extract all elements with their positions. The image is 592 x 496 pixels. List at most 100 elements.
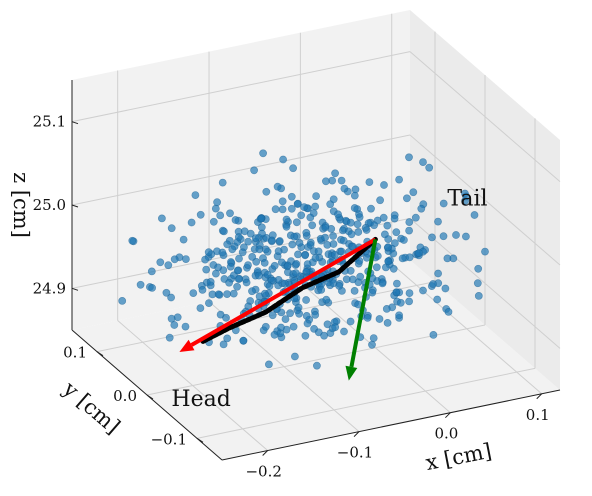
scatter-point: [383, 318, 392, 327]
scatter-point: [219, 227, 228, 236]
scatter-point: [280, 279, 289, 288]
scatter-point: [390, 214, 399, 223]
scatter-point: [321, 223, 330, 232]
scatter-point: [162, 288, 171, 297]
scatter-point: [301, 331, 310, 340]
y-axis-label: y [cm]: [58, 376, 125, 438]
scatter-point: [238, 248, 247, 257]
scatter-point: [278, 205, 287, 214]
scatter-point: [179, 235, 188, 244]
scatter-point: [329, 195, 338, 204]
scatter-point: [302, 311, 311, 320]
x-tick-label: 0.1: [526, 406, 550, 424]
scatter-point: [231, 216, 240, 224]
scatter-point: [273, 182, 282, 191]
scatter-point: [303, 319, 312, 328]
scatter-point: [282, 215, 291, 224]
scatter-point: [384, 243, 392, 252]
scatter-point: [312, 361, 321, 370]
x-axis-label: x [cm]: [424, 439, 494, 475]
scatter-point: [226, 209, 234, 218]
scatter-point: [399, 236, 408, 244]
scatter-point: [229, 289, 238, 298]
scatter-point: [282, 222, 291, 231]
scatter-point: [402, 194, 411, 203]
scatter-point: [213, 198, 221, 207]
scatter-point: [181, 322, 190, 331]
scatter-point: [317, 285, 326, 294]
scatter-point: [398, 254, 407, 263]
scatter-point: [369, 334, 378, 342]
scatter-point: [288, 240, 297, 249]
scatter-point: [167, 224, 176, 233]
scatter-point: [250, 166, 258, 175]
arrow-head: [345, 365, 358, 381]
scatter-point: [331, 169, 339, 178]
arrow-head: [179, 339, 195, 352]
tick-mark: [96, 351, 104, 357]
scatter-point: [270, 261, 279, 270]
scatter-point: [380, 181, 388, 189]
scatter-point: [355, 256, 364, 265]
scatter-point: [443, 254, 452, 263]
scatter-point: [382, 304, 391, 313]
scatter-point: [342, 275, 351, 284]
scatter-point: [196, 304, 205, 312]
scatter-point: [303, 260, 312, 268]
tick-mark: [146, 394, 154, 400]
scatter-point: [354, 228, 363, 236]
scatter-point: [346, 218, 355, 227]
scatter-point: [392, 279, 401, 288]
scatter-point: [350, 286, 359, 295]
scatter-point: [434, 269, 442, 278]
scatter-point: [189, 289, 198, 297]
scatter-point: [244, 237, 253, 246]
scatter-point: [405, 297, 413, 306]
x-tick-label: −0.2: [245, 463, 281, 481]
scatter-point: [262, 187, 271, 196]
scatter-point: [314, 247, 323, 256]
arrow-shaft: [349, 238, 378, 368]
scatter-point: [302, 296, 310, 304]
arrows: [179, 237, 378, 381]
scatter-point: [294, 250, 302, 259]
scatter-point: [411, 213, 420, 222]
axis-panes: [72, 10, 560, 460]
scatter-point: [264, 360, 273, 369]
scatter-point: [375, 315, 384, 323]
scatter-point: [206, 277, 215, 286]
trajectory-line: [199, 236, 378, 345]
scatter-point: [259, 149, 267, 158]
scatter-point: [396, 298, 405, 307]
scatter-point: [356, 272, 365, 281]
tick-mark: [445, 412, 451, 419]
y-tick-label: 0.0: [113, 387, 137, 405]
scatter-point: [219, 340, 228, 349]
scatter-point: [261, 245, 270, 254]
z-tick-label: 24.9: [33, 279, 66, 297]
scatter-point: [321, 233, 329, 242]
scatter-point: [198, 285, 207, 294]
y-tick-label: −0.1: [151, 430, 187, 448]
scatter-point: [290, 352, 299, 361]
scatter-point: [286, 309, 294, 318]
scatter-point: [292, 259, 301, 268]
tick-mark: [262, 450, 269, 456]
scatter-point: [218, 248, 227, 257]
scatter-point: [389, 264, 398, 273]
scatter-point: [248, 252, 257, 261]
tick-mark: [353, 431, 360, 437]
scatter-point: [240, 227, 249, 236]
scatter-point: [279, 155, 287, 164]
scatter-point: [260, 289, 269, 298]
scatter-point: [323, 320, 332, 329]
scatter-point: [281, 315, 290, 323]
scatter-point: [355, 213, 364, 222]
scatter-point: [392, 228, 401, 237]
scatter-point: [368, 288, 377, 297]
scatter-point: [461, 232, 470, 241]
scatter-point: [444, 307, 453, 316]
tick-mark: [71, 204, 79, 208]
scatter-point: [460, 189, 469, 198]
